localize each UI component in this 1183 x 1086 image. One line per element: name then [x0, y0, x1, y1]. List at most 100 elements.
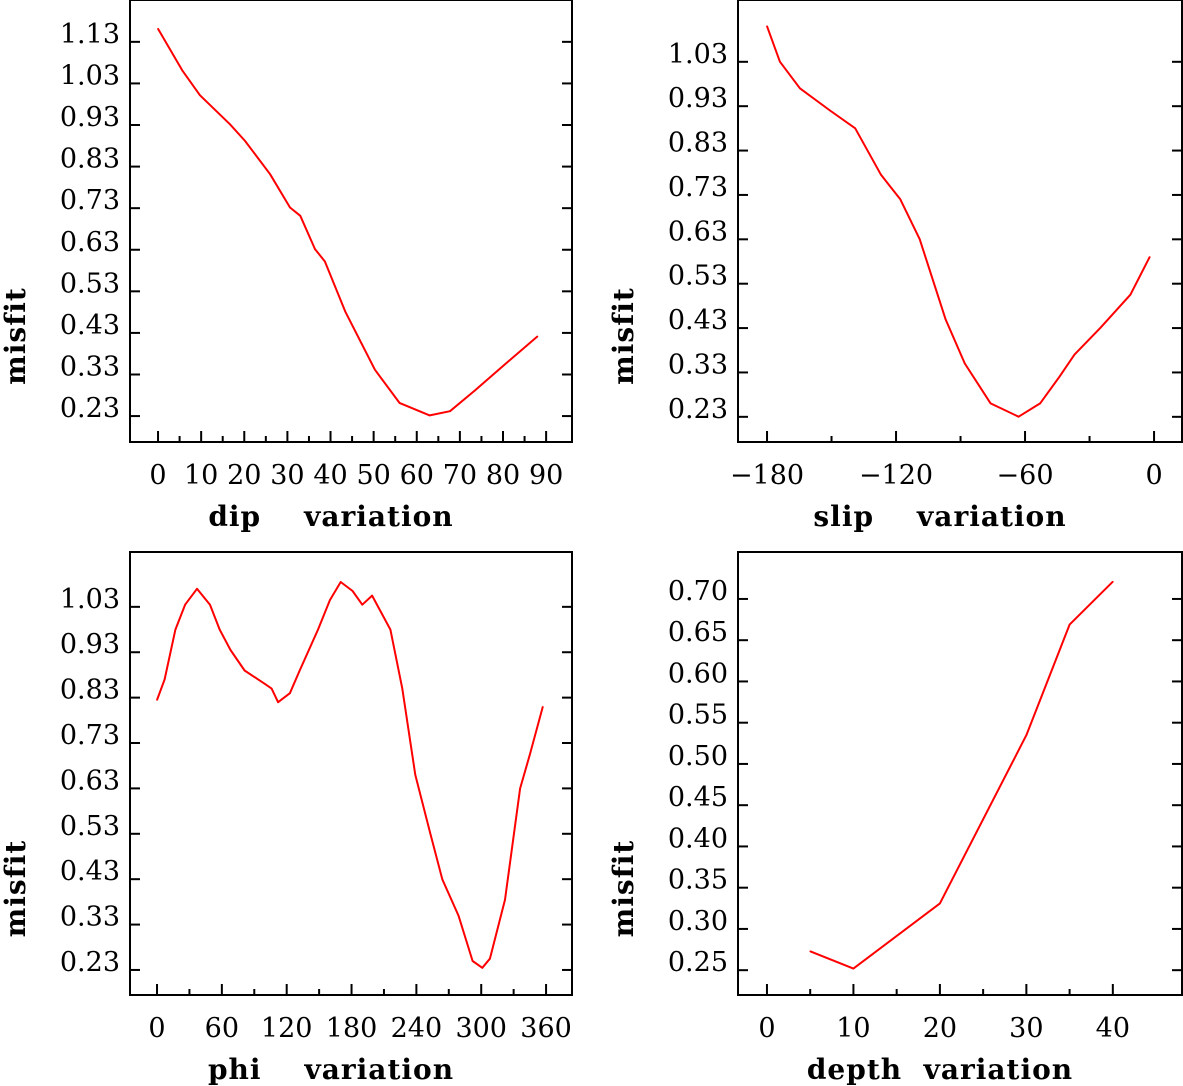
- y-tick-label: 0.93: [60, 102, 120, 133]
- y-axis-label: misfit: [0, 287, 32, 385]
- x-tick-label: 240: [391, 1013, 443, 1044]
- y-tick-label: 0.73: [60, 720, 120, 751]
- data-point: [964, 362, 966, 365]
- x-tick-label: 10: [184, 460, 218, 491]
- data-point: [536, 335, 539, 338]
- data-point: [1058, 375, 1061, 378]
- data-point: [471, 960, 474, 962]
- data-point: [766, 25, 768, 27]
- y-tick-label: 0.53: [668, 261, 728, 292]
- x-tick-label: 0: [1145, 460, 1162, 491]
- y-tick-label: 0.73: [60, 185, 120, 216]
- data-point: [779, 60, 781, 63]
- data-point: [489, 957, 491, 960]
- plot-frame: [129, 0, 573, 443]
- x-tick-label: 60: [205, 1013, 239, 1044]
- panel-3: 0 60 120 180 240 300 360 1.03 0.93 0.83 0.73 0.63 0.…: [0, 551, 573, 1086]
- x-tick-label: 0: [758, 1013, 775, 1044]
- misfit-curve: [766, 25, 1151, 418]
- y-tick-label: 0.43: [60, 856, 120, 887]
- data-point: [481, 966, 484, 969]
- data-point: [209, 603, 211, 606]
- y-tick-label: 0.53: [60, 268, 120, 299]
- data-point: [401, 687, 404, 690]
- data-point: [1039, 402, 1041, 405]
- y-tick-label: 1.03: [60, 60, 120, 91]
- y-tick-label: 0.55: [668, 700, 728, 731]
- x-tick-label: 120: [261, 1013, 313, 1044]
- y-axis-label: misfit: [607, 287, 640, 385]
- data-point: [344, 310, 346, 313]
- data-point: [1099, 327, 1102, 329]
- x-tick-label: 40: [313, 460, 347, 491]
- y-tick-label: 1.03: [60, 584, 120, 615]
- x-tick-label: −180: [730, 460, 804, 491]
- y-tick-label: 0.35: [668, 865, 728, 896]
- data-point: [457, 914, 460, 917]
- y-tick-label: 0.33: [60, 351, 120, 382]
- y-tick-label: 0.43: [668, 305, 728, 336]
- misfit-curve: [156, 581, 544, 969]
- plot-frame: [129, 551, 573, 996]
- data-point: [156, 699, 158, 701]
- data-point: [181, 69, 183, 72]
- y-axis-label: misfit: [607, 840, 640, 938]
- x-tick-label: 50: [356, 460, 390, 491]
- data-point: [229, 123, 231, 126]
- data-point: [218, 628, 221, 631]
- data-point: [299, 215, 302, 217]
- y-tick-label: 0.93: [60, 629, 120, 660]
- x-tick-label: 10: [836, 1013, 870, 1044]
- y-tick-label: 0.73: [668, 172, 728, 203]
- x-tick-label: 30: [270, 460, 304, 491]
- x-axis-label: phi variation: [208, 1053, 454, 1086]
- x-tick-label: −60: [997, 460, 1054, 491]
- data-point: [441, 878, 444, 881]
- data-point: [389, 628, 392, 631]
- data-point: [799, 87, 801, 90]
- data-point: [1148, 256, 1151, 258]
- data-point: [163, 678, 166, 681]
- panel-2: −180 −120 −60 0 1.03 0.93 0.83 0.73 0.63 0.53 0.43…: [607, 0, 1183, 533]
- y-tick-label: 0.83: [668, 128, 728, 159]
- y-tick-label: 0.23: [60, 947, 120, 978]
- y-tick-label: 0.45: [668, 782, 728, 813]
- data-point: [497, 368, 500, 371]
- data-point: [1129, 293, 1132, 296]
- x-axis-label: depth variation: [807, 1053, 1073, 1086]
- y-tick-label: 0.25: [668, 947, 728, 978]
- y-tick-label: 0.53: [60, 811, 120, 842]
- data-point: [229, 649, 232, 651]
- data-point: [504, 898, 506, 901]
- y-tick-label: 0.70: [668, 576, 728, 607]
- y-tick-label: 0.60: [668, 658, 728, 689]
- y-tick-label: 0.43: [60, 310, 120, 341]
- data-point: [899, 198, 902, 201]
- data-point: [880, 174, 882, 176]
- y-tick-label: 0.63: [60, 227, 120, 258]
- data-point: [1017, 415, 1020, 418]
- data-point: [1112, 580, 1114, 583]
- y-tick-label: 0.40: [668, 823, 728, 854]
- data-point: [854, 127, 856, 130]
- x-tick-label: 90: [529, 460, 563, 491]
- plot-frame: [737, 0, 1183, 443]
- data-point: [174, 628, 177, 631]
- data-point: [339, 581, 342, 583]
- panel-4: 0 10 20 30 40 0.70 0.65 0.60 0.55 0.50 0.45 0.40 0.3…: [607, 551, 1183, 1086]
- x-tick-label: 30: [1009, 1013, 1043, 1044]
- data-point: [314, 248, 316, 250]
- y-tick-label: 0.63: [668, 216, 728, 247]
- y-tick-label: 0.65: [668, 617, 728, 648]
- data-point: [298, 669, 301, 672]
- x-tick-label: 180: [326, 1013, 378, 1044]
- data-point: [809, 950, 811, 953]
- data-point: [939, 902, 941, 905]
- x-tick-label: 20: [227, 460, 261, 491]
- x-tick-label: 80: [486, 460, 520, 491]
- data-point: [429, 833, 432, 835]
- y-tick-label: 0.33: [668, 349, 728, 380]
- data-point: [243, 669, 246, 672]
- y-tick-label: 0.50: [668, 741, 728, 772]
- y-tick-label: 1.03: [668, 39, 728, 70]
